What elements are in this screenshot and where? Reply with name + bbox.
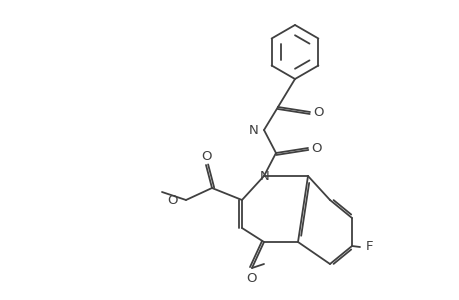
- Text: O: O: [313, 106, 324, 118]
- Text: F: F: [365, 241, 373, 254]
- Text: O: O: [202, 151, 212, 164]
- Text: N: N: [249, 124, 258, 136]
- Text: O: O: [246, 272, 257, 286]
- Text: O: O: [167, 194, 178, 208]
- Text: N: N: [259, 169, 269, 182]
- Text: O: O: [311, 142, 322, 154]
